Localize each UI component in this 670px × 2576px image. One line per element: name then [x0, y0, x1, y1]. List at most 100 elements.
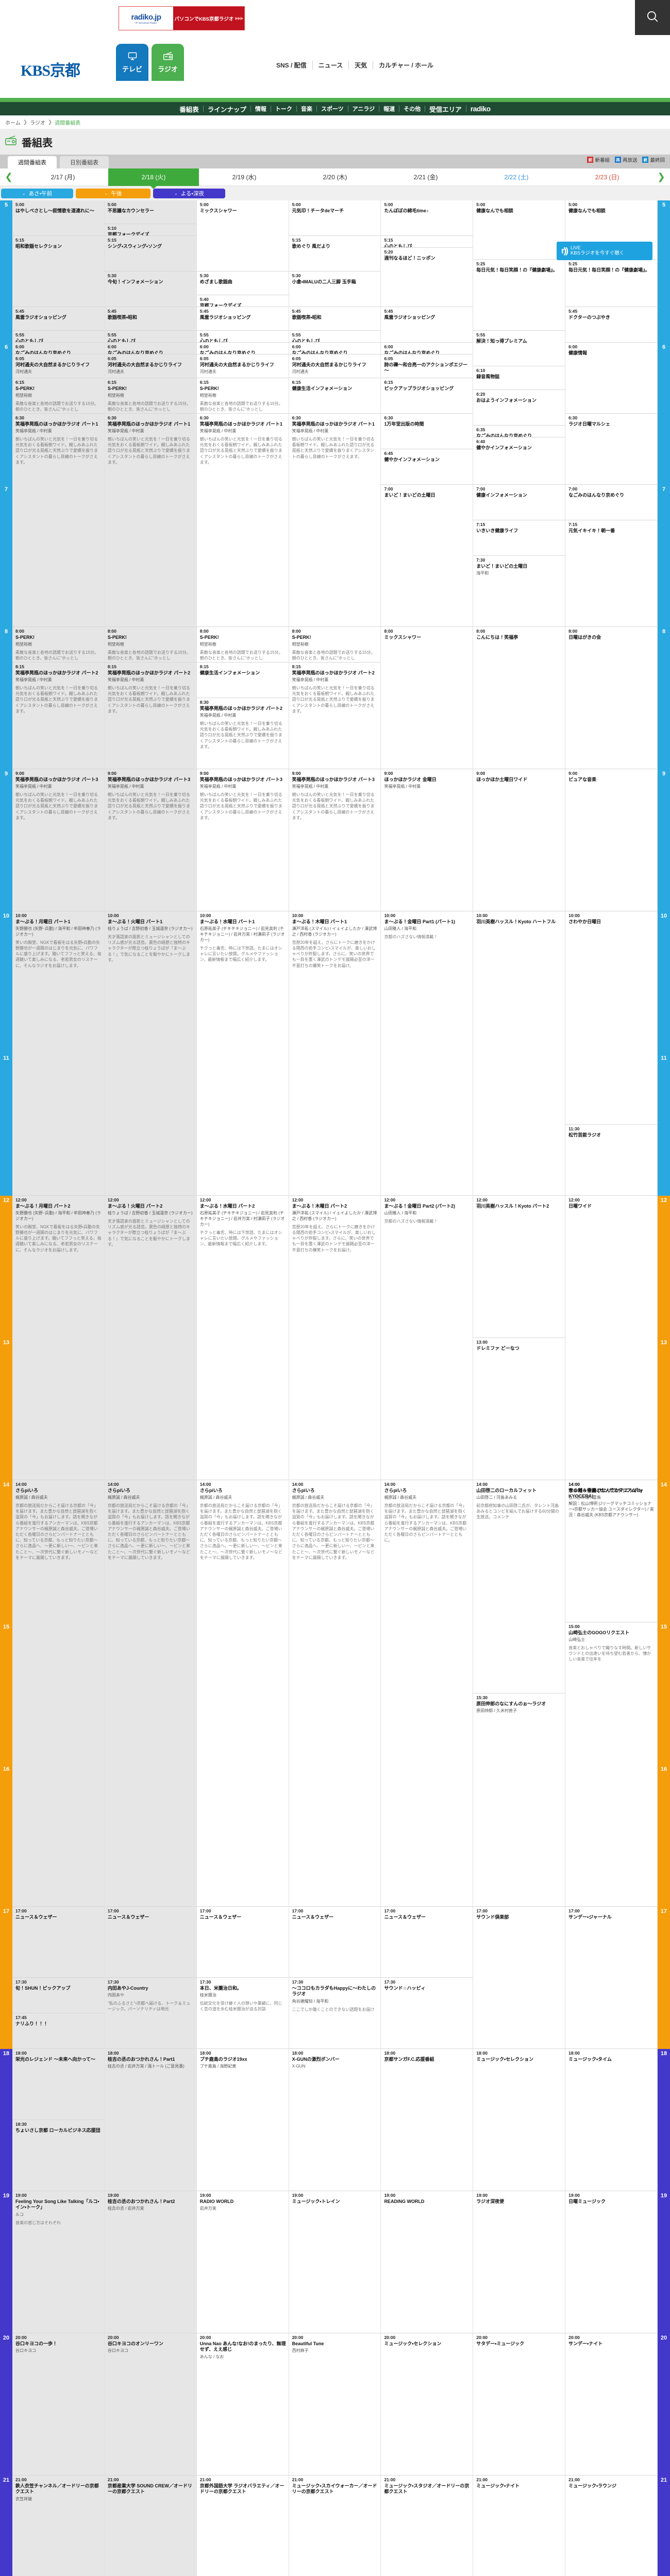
daypart-night-button[interactable]: ⌄ よる・深夜	[153, 188, 225, 198]
program-cell[interactable]: 6:45 健やかインフォメーション	[381, 449, 473, 485]
program-cell[interactable]: 6:15 S-PERK! 相埜裕樹 素敵な音楽と各地の話題でお送りする15分。朝のひと…	[12, 378, 104, 414]
program-cell[interactable]: 5:45 ドクターのつぶやき	[565, 307, 658, 343]
date-tab-2[interactable]: 2/19 (水)	[232, 174, 257, 181]
top-nav-item-weather[interactable]: 天気	[348, 61, 373, 70]
program-cell[interactable]: 15:00 山崎弘士のGOGOリクエスト 山崎弘士 音楽とおしゃべりで織りなす時間。新…	[565, 1622, 658, 1907]
program-cell[interactable]: 5:00 ミックスシャワー	[196, 200, 289, 272]
program-cell[interactable]: 8:15 笑福亭晃瓶のほっかほかラジオ パート2 笑福亭晃瓶 / 中村薫 朝いちばんの…	[12, 663, 104, 769]
breadcrumb-home[interactable]: ホーム	[5, 120, 21, 126]
program-cell[interactable]: 12:00 ま～ぶる！木曜日 パート2 瀬戸洋祐 (スマイル) / イェイよしたか …	[289, 1196, 381, 1480]
program-cell[interactable]: 21:00 ミュージック・ラウンジ	[565, 2476, 657, 2576]
program-cell[interactable]: 7:00 まいど！まいどの土曜日	[381, 485, 473, 627]
program-cell[interactable]: 11:30 松竹芸能ラジオ	[565, 1125, 658, 1196]
nav-item-talk[interactable]: トーク	[275, 106, 292, 112]
program-cell[interactable]: 6:00 なごみのはんなり京めぐり	[104, 343, 196, 354]
program-cell[interactable]: 5:15 心のともしび	[381, 236, 473, 248]
search-button[interactable]	[635, 0, 670, 35]
program-cell[interactable]: 5:45 風雲ラジオショッピング	[12, 307, 104, 331]
program-cell[interactable]: 12:00 ま～ぶる！月曜日 パート2 矢野勝也 (矢野･兵動) / 海平和 / 牟…	[12, 1196, 104, 1480]
live-listen-badge[interactable]: r)) LIVE KBSラジオを今すぐ聴く	[557, 242, 652, 260]
program-cell[interactable]: 20:00 谷口キヨコの一歩！ 谷口キヨコ	[12, 2333, 104, 2476]
program-cell[interactable]: 17:00 ニュース＆ウェザー	[12, 1907, 104, 1978]
program-cell[interactable]: 18:00 桂吉の丞のおつかれさん！Part1 桂吉の丞 / 岩井万実 / 滝トール…	[104, 2049, 196, 2191]
program-cell[interactable]: 18:00 ミュージック・セレクション	[473, 2049, 565, 2191]
program-cell[interactable]: 7:30 まいど！まいどの土曜日 海平和	[473, 556, 565, 627]
program-cell[interactable]: 21:00 鉄人衣笠チャンネル／オードリーの京都クエスト 衣笠祥雄	[12, 2476, 104, 2576]
program-cell[interactable]: 5:00 不思議なカウンセラー	[104, 200, 196, 224]
program-cell[interactable]: 17:00 ニュース＆ウェザー	[104, 1907, 196, 1978]
program-cell[interactable]: 17:30 サウンド☆ハッピィ	[381, 1978, 473, 2049]
program-cell[interactable]: 8:00 S-PERK! 相埜裕樹 素敵な音楽と各地の話題でお送りする15分。朝のひと…	[12, 627, 104, 663]
program-cell[interactable]: 15:30 原田伸郎のなにすんのぉ～ラジオ 原田伸郎 / 久米村直子	[473, 1693, 565, 1907]
program-cell[interactable]: 5:55 心のともしび	[104, 331, 196, 343]
program-cell[interactable]: 6:35 なごみのはんなり京めぐり	[473, 426, 565, 437]
program-cell[interactable]: 5:00 健康なんでも相談	[473, 200, 565, 260]
program-cell[interactable]: 8:00 S-PERK! 相埜裕樹 素敵な音楽と各地の話題でお送りする15分。朝のひと…	[289, 627, 381, 663]
program-cell[interactable]: 6:30 笑福亭晃瓶のほっかほかラジオ パート1 笑福亭晃瓶 / 中村薫 朝いちばんの…	[12, 414, 104, 627]
program-cell[interactable]: 7:15 元気イキイキ！朝一番	[565, 520, 658, 627]
tab-daily-schedule[interactable]: 日別番組表	[60, 156, 109, 168]
program-cell[interactable]: 17:30 ～ココロもカラダもHappyに～わたしのラジオ 角谷建耀知 / 海平和こ…	[289, 1978, 381, 2049]
program-cell[interactable]: 8:15 健康生活インフォメーション	[196, 663, 289, 698]
program-cell[interactable]: 5:45 風雲ラジオショッピング	[381, 307, 473, 343]
program-cell[interactable]: 8:00 日曜はがきの会	[565, 627, 658, 769]
program-cell[interactable]: 6:30 1万年堂出版の時間	[381, 414, 473, 449]
nav-item-info[interactable]: 情報	[255, 106, 266, 112]
program-cell[interactable]: 6:00 なごみのはんなり京めぐり	[12, 343, 104, 354]
top-nav-item-news[interactable]: ニュース	[312, 61, 348, 70]
program-cell[interactable]: 21:00 京都外国語大学 ラジオバラエティ／オードリーの京都クエスト	[197, 2476, 289, 2576]
program-cell[interactable]: 21:00 ミュージック・ナイト	[473, 2476, 565, 2576]
program-cell[interactable]: 21:00 ミュージック・スカイウォーカー／オードリーの京都クエスト	[289, 2476, 381, 2576]
program-cell[interactable]: 17:00 ニュース＆ウェザー	[289, 1907, 381, 1978]
program-cell[interactable]: 10:00 ま～ぶる！月曜日 パート1 矢野勝也 (矢野･兵動) / 海平和 / 牟…	[12, 911, 104, 1196]
program-cell[interactable]: 5:25 毎日元気！毎日笑顔！の『健康劇場』。	[565, 260, 658, 307]
program-cell[interactable]: 6:00 健康情報	[565, 343, 658, 414]
program-cell[interactable]: 9:00 笑福亭晃瓶のほっかほかラジオ パート3 笑福亭晃瓶 / 中村薫 朝いちばんの…	[104, 769, 196, 911]
program-cell[interactable]: 5:20 週刊なるほど！ニッポン	[381, 248, 473, 307]
program-cell[interactable]: 8:30 笑福亭晃瓶のほっかほかラジオ パート2 笑福亭晃瓶 / 中村薫 朝いちばんの…	[196, 698, 289, 769]
program-cell[interactable]: 6:10 録音風物誌	[473, 366, 565, 390]
program-cell[interactable]: 6:20 おはようインフォメーション	[473, 390, 565, 426]
program-cell[interactable]: 10:00 ま～ぶる！火曜日 パート1 桂りょうば / 吉野初香 / 玉城遥奈 (ラ…	[104, 911, 196, 1196]
program-cell[interactable]: 20:00 谷口キヨコのオンリーワン 谷口キヨコ	[104, 2333, 196, 2476]
program-cell[interactable]: 18:00 ミュージック・タイム	[565, 2049, 658, 2191]
date-tab-5[interactable]: 2/22 (土)	[504, 174, 529, 181]
program-cell[interactable]: 21:00 ミュージック・スタジオ／オードリーの京都クエスト	[381, 2476, 473, 2576]
program-cell[interactable]: 9:00 笑福亭晃瓶のほっかほかラジオ パート3 笑福亭晃瓶 / 中村薫 朝いちばんの…	[196, 769, 289, 911]
program-cell[interactable]: 8:15 笑福亭晃瓶のほっかほかラジオ パート2 笑福亭晃瓶 / 中村薫 朝いちばんの…	[104, 663, 196, 769]
program-cell[interactable]: 6:30 笑福亭晃瓶のほっかほかラジオ パート1 笑福亭晃瓶 / 中村薫 朝いちばんの…	[196, 414, 289, 627]
program-cell[interactable]: 19:00 ミュージック・トレイン	[289, 2191, 381, 2333]
program-cell[interactable]: 6:30 笑福亭晃瓶のほっかほかラジオ パート1 笑福亭晃瓶 / 中村薫 朝いちばんの…	[104, 414, 196, 627]
program-cell[interactable]: 18:00 栄光のレジェンド ～未来へ向かって～	[12, 2049, 104, 2120]
program-cell[interactable]: 5:15 昭和歌謡セレクション	[12, 236, 104, 307]
nav-item-music[interactable]: 音楽	[300, 106, 312, 112]
program-cell[interactable]: 6:05 詩の礫～和合亮一のアクションポエジー～	[381, 354, 473, 378]
program-cell[interactable]: 12:00 羽川英樹ハッスル！Kyoto パート2	[473, 1196, 565, 1338]
program-cell[interactable]: 10:00 羽川英樹ハッスル！Kyoto ハートフル	[473, 911, 565, 1196]
program-cell[interactable]: 8:15 笑福亭晃瓶のほっかほかラジオ パート2 笑福亭晃瓶 / 中村薫 朝いちばんの…	[289, 663, 381, 769]
program-cell[interactable]: 21:00 京都産業大学 SOUND CREW／オードリーの京都クエスト	[105, 2476, 196, 2576]
program-cell[interactable]: 5:55 心のともしび	[196, 331, 289, 343]
nav-item-aniradi[interactable]: アニラジ	[352, 106, 375, 112]
date-tab-0[interactable]: 2/17 (月)	[51, 174, 75, 181]
program-cell[interactable]: 20:00 サンデー・ナイト	[565, 2333, 658, 2476]
program-cell[interactable]: 17:30 旬！SHUN！ピックアップ	[12, 1978, 104, 2013]
nav-item-report[interactable]: 報道	[383, 106, 395, 112]
program-cell[interactable]: 19:00 桂吉の丞のおつかれさん！Part2 桂吉の丞 / 岩井万実	[104, 2191, 196, 2333]
program-cell[interactable]: 5:15 歌めぐり 風だより	[289, 236, 381, 272]
program-cell[interactable]: 19:00 ラジオ深夜便	[473, 2191, 565, 2333]
program-cell[interactable]: 10:00 ま～ぶる！水曜日 パート1 石原祐美子 (チキチキジョニー) / 岩見真…	[196, 911, 289, 1196]
program-cell[interactable]: 9:00 ほっかほかラジオ 金曜日 笑福亭晃瓶 / 中村薫	[381, 769, 473, 911]
program-cell[interactable]: 8:00 S-PERK! 相埜裕樹 素敵な音楽と各地の話題でお送りする15分。朝のひと…	[196, 627, 289, 663]
program-cell[interactable]: 17:00 サンデー・ジャーナル	[565, 1907, 658, 2049]
program-cell[interactable]: 6:15 健康生活インフォメーション	[289, 378, 381, 414]
program-cell[interactable]: 9:00 ピュアな音楽	[565, 769, 658, 911]
program-cell[interactable]: 7:15 いきいき健康ライフ	[473, 520, 565, 556]
program-cell[interactable]: 18:00 プチ鹿島のラジオ19xx プチ鹿島 / 海野紀恵	[196, 2049, 289, 2191]
program-cell[interactable]: 6:40 健やかインフォメーション	[473, 437, 565, 485]
program-cell[interactable]: 5:45 歌謡喫茶・昭和	[104, 307, 196, 331]
mode-button-tv[interactable]: テレビ	[116, 44, 148, 81]
prev-week-button[interactable]: ❮	[5, 172, 13, 182]
site-logo[interactable]: KBS京都	[21, 62, 80, 79]
program-cell[interactable]: 12:00 ま～ぶる！水曜日 パート2 石原祐美子 (チキチキジョニー) / 岩見真…	[196, 1196, 289, 1480]
